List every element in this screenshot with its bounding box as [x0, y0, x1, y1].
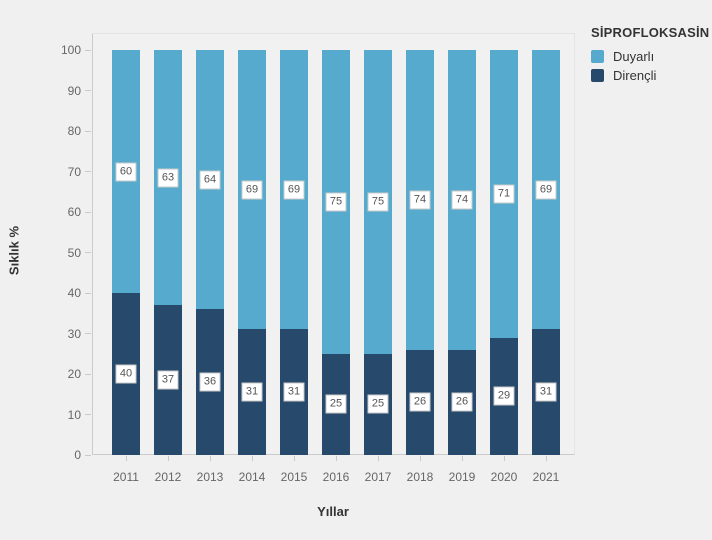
x-tick-label: 2021: [532, 470, 560, 484]
legend-item-duyarlı[interactable]: Duyarlı: [591, 49, 709, 64]
y-tick-mark: [85, 211, 91, 213]
bar-value-label: 71: [493, 184, 515, 204]
x-tick-label: 2018: [406, 470, 434, 484]
bar-value-label: 26: [451, 392, 473, 412]
x-tick-mark: [377, 456, 379, 461]
bar-value-label: 75: [367, 192, 389, 212]
bar-value-label: 74: [451, 190, 473, 210]
x-tick-label: 2017: [364, 470, 392, 484]
y-tick-mark: [85, 414, 91, 415]
y-tick-mark: [85, 171, 91, 172]
y-tick-label: 10: [67, 407, 81, 422]
legend-swatch-icon: [591, 50, 604, 63]
x-axis-title: Yıllar: [317, 504, 349, 519]
bar-value-label: 31: [283, 382, 305, 402]
y-tick-mark: [85, 49, 91, 51]
y-tick-mark: [85, 252, 91, 253]
x-tick-label: 2020: [490, 470, 518, 484]
bar-value-label: 63: [157, 168, 179, 188]
y-axis-title: Sıklık %: [6, 225, 22, 276]
bar-value-label: 31: [241, 382, 263, 402]
bar-value-label: 74: [409, 190, 431, 210]
legend-item-label: Duyarlı: [613, 49, 655, 64]
x-tick-mark: [293, 456, 295, 461]
bar-value-label: 25: [325, 394, 347, 414]
x-tick-label: 2014: [238, 470, 266, 484]
x-tick-label: 2016: [322, 470, 350, 484]
x-tick-label: 2012: [154, 470, 182, 484]
x-tick-mark: [335, 456, 337, 461]
bar-value-label: 36: [199, 372, 221, 392]
bar-value-label: 75: [325, 192, 347, 212]
legend-title: SİPROFLOKSASİN: [591, 25, 710, 40]
y-tick-mark: [85, 454, 91, 456]
x-tick-mark: [209, 456, 211, 461]
x-tick-mark: [251, 456, 253, 461]
bar-value-label: 69: [241, 180, 263, 200]
x-tick-label: 2019: [448, 470, 476, 484]
y-tick-label: 20: [67, 367, 81, 381]
x-tick-mark: [167, 456, 169, 461]
x-tick-label: 2013: [196, 470, 224, 484]
bar-value-label: 69: [283, 180, 305, 200]
legend: SİPROFLOKSASİN Duyarlı Dirençli: [591, 25, 709, 87]
legend-item-dirençli[interactable]: Dirençli: [591, 68, 709, 83]
y-tick-label: 90: [67, 83, 81, 98]
bar-value-label: 25: [367, 394, 389, 414]
bar-value-label: 69: [535, 180, 557, 200]
y-tick-mark: [85, 130, 91, 132]
y-tick-label: 40: [67, 286, 81, 300]
x-tick-mark: [545, 456, 547, 461]
x-tick-mark: [461, 456, 463, 461]
bar-value-label: 60: [115, 162, 137, 181]
y-tick-mark: [85, 292, 91, 294]
bar-value-label: 40: [115, 364, 137, 384]
legend-swatch-icon: [591, 69, 604, 82]
x-tick-label: 2011: [113, 470, 139, 484]
bar-value-label: 64: [199, 170, 221, 190]
y-tick-label: 50: [67, 245, 81, 260]
bar-value-label: 37: [157, 370, 179, 390]
y-tick-label: 0: [74, 448, 81, 462]
x-tick-label: 2015: [280, 470, 308, 484]
y-tick-mark: [85, 333, 91, 334]
y-tick-label: 70: [67, 164, 81, 179]
y-tick-label: 60: [67, 205, 81, 219]
x-tick-mark: [419, 456, 421, 461]
bar-value-label: 29: [493, 386, 515, 406]
y-tick-label: 80: [67, 124, 81, 138]
y-tick-mark: [85, 373, 91, 375]
y-tick-label: 30: [67, 326, 81, 341]
bar-value-label: 31: [535, 382, 557, 402]
x-tick-mark: [125, 456, 127, 461]
y-tick-mark: [85, 90, 91, 91]
bar-value-label: 26: [409, 392, 431, 412]
legend-items: Duyarlı Dirençli: [591, 49, 709, 83]
x-tick-mark: [503, 456, 505, 461]
y-tick-label: 100: [60, 43, 81, 57]
legend-item-label: Dirençli: [613, 68, 657, 83]
